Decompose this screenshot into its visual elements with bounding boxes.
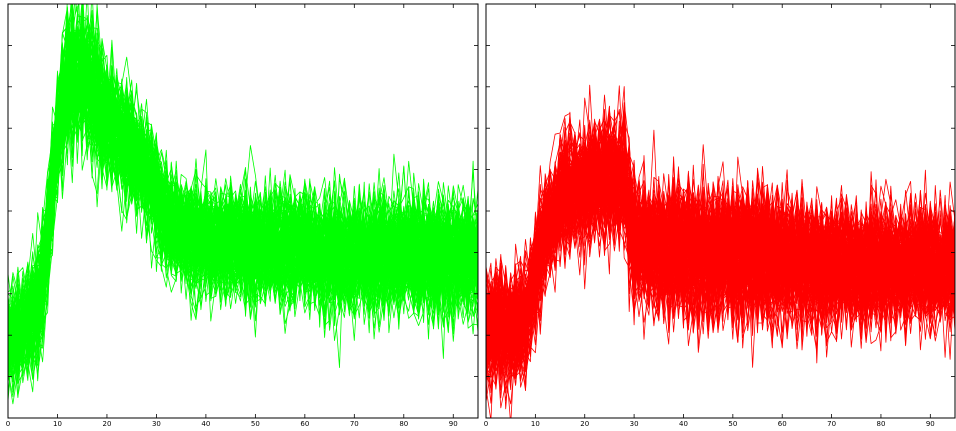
x-tick-label: 40	[201, 420, 210, 427]
series-line	[8, 36, 478, 352]
x-tick-label: 50	[728, 420, 737, 427]
series-line	[8, 26, 478, 392]
x-tick-label: 10	[531, 420, 540, 427]
x-tick-label: 80	[876, 420, 885, 427]
x-tick-label: 80	[399, 420, 408, 427]
series-line	[8, 50, 478, 378]
series-line	[486, 127, 955, 388]
x-tick-label: 90	[926, 420, 935, 427]
series-line	[486, 145, 955, 360]
series-line	[486, 152, 955, 333]
series-line	[486, 127, 955, 382]
x-tick-label: 10	[53, 420, 62, 427]
series-line	[486, 151, 955, 358]
x-tick-label: 30	[152, 420, 161, 427]
x-tick-label: 0	[6, 420, 10, 427]
x-tick-label: 20	[102, 420, 111, 427]
x-tick-label: 0	[484, 420, 488, 427]
series-group	[486, 84, 955, 418]
x-tick-label: 60	[300, 420, 309, 427]
series-line	[486, 144, 955, 348]
series-line	[486, 122, 955, 367]
series-group	[8, 4, 478, 405]
x-tick-label: 50	[251, 420, 260, 427]
chart-panel-1: 0 10 20 30 40 50 60 70 80 90	[6, 3, 479, 428]
x-tick-label: 70	[827, 420, 836, 427]
x-tick-label: 30	[630, 420, 639, 427]
x-tick-label: 20	[580, 420, 589, 427]
chart-panel-2: 0 10 20 30 40 50 60 70 80 90	[484, 3, 956, 428]
x-tick-label: 40	[679, 420, 688, 427]
series-line	[486, 126, 955, 339]
x-tick-label: 90	[449, 420, 458, 427]
x-tick-label: 60	[778, 420, 787, 427]
series-line	[486, 159, 955, 373]
series-line	[8, 42, 478, 355]
x-tick-label: 70	[350, 420, 359, 427]
